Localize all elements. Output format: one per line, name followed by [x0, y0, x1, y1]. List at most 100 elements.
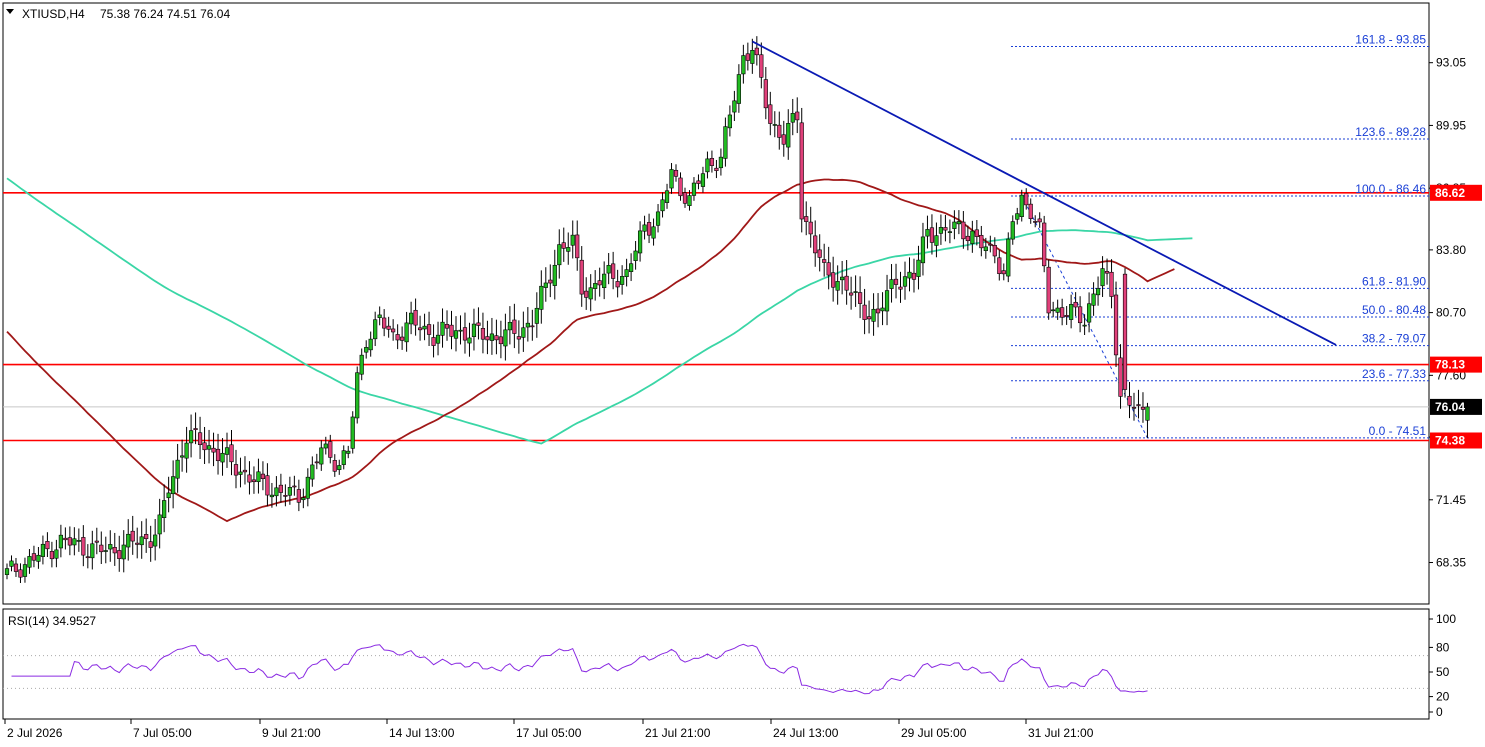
candle-body — [620, 276, 625, 285]
candle-body — [637, 230, 643, 254]
candle-body — [180, 455, 185, 458]
candle-body — [893, 278, 899, 285]
candle-body — [112, 547, 117, 554]
candle-body — [72, 538, 77, 546]
candle-body — [799, 122, 804, 220]
candle-body — [916, 259, 921, 277]
candle-body — [1042, 222, 1047, 267]
candle-body — [153, 534, 158, 547]
fib-label-0.0: 0.0 - 74.51 — [1369, 424, 1427, 438]
candle-body — [1006, 238, 1011, 277]
candle-body — [1046, 266, 1051, 314]
candle-body — [660, 199, 665, 212]
candle-body — [1131, 407, 1137, 409]
candle-body — [1109, 271, 1114, 297]
candle-body — [696, 180, 701, 184]
price-tick-label: 89.95 — [1436, 118, 1466, 132]
candle-body — [1064, 315, 1069, 317]
candle-body — [1100, 268, 1105, 287]
candle-body — [462, 327, 468, 341]
downtrend-line — [751, 40, 1337, 346]
candle-body — [319, 447, 324, 465]
candle-body — [907, 271, 912, 279]
candle-body — [135, 542, 140, 545]
price-tick-label: 71.45 — [1436, 493, 1466, 507]
candle-body — [1122, 273, 1128, 390]
candle-body — [13, 563, 19, 572]
candle-body — [705, 158, 710, 173]
candles — [4, 36, 1150, 583]
candle-body — [718, 156, 724, 169]
candle-body — [346, 450, 351, 454]
candle-body — [4, 568, 10, 575]
candle-body — [714, 167, 719, 171]
candle-body — [99, 544, 104, 553]
fib-label-100.0: 100.0 - 86.46 — [1355, 182, 1426, 196]
candle-body — [1028, 203, 1033, 220]
price-tick-label: 68.35 — [1436, 556, 1466, 570]
candle-body — [741, 55, 746, 75]
candle-body — [943, 227, 948, 231]
horizontal-levels — [3, 192, 1429, 442]
candle-body — [292, 485, 297, 488]
candle-body — [471, 323, 477, 337]
candle-body — [76, 540, 81, 542]
candle-body — [130, 530, 135, 542]
candle-body — [417, 327, 423, 331]
candle-body — [947, 231, 952, 233]
candle-body — [669, 169, 674, 189]
fibonacci-levels: 161.8 - 93.85 123.6 - 89.28 100.0 - 86.46 6… — [1011, 33, 1429, 439]
candle-body — [386, 325, 391, 330]
candle-body — [1015, 213, 1020, 220]
candle-body — [992, 245, 997, 257]
candle-body — [364, 347, 369, 353]
candle-body — [745, 53, 750, 61]
candle-body — [691, 182, 697, 196]
candle-body — [408, 312, 414, 325]
candle-body — [323, 443, 328, 449]
time-tick-label: 21 Jul 21:00 — [645, 726, 711, 740]
candle-body — [278, 484, 283, 493]
candle-body — [584, 290, 589, 298]
price-tick-label: 80.70 — [1436, 306, 1466, 320]
candle-body — [242, 469, 248, 473]
fib-label-38.2: 38.2 - 79.07 — [1362, 332, 1426, 346]
candle-body — [687, 195, 692, 206]
candle-body — [768, 104, 773, 124]
candle-body — [453, 330, 459, 339]
candle-body — [404, 322, 409, 343]
time-axis: 2 Jul 2026 7 Jul 05:00 9 Jul 21:00 14 Jul 1… — [4, 719, 1094, 740]
candle-body — [911, 272, 917, 280]
candle-body — [359, 354, 364, 375]
candle-body — [1086, 303, 1092, 323]
candle-body — [121, 544, 126, 560]
candle-body — [781, 134, 786, 145]
candle-body — [238, 471, 243, 475]
dropdown-triangle-icon[interactable] — [6, 9, 14, 14]
fib-label-61.8: 61.8 - 81.90 — [1362, 274, 1426, 288]
candle-body — [826, 262, 831, 276]
candle-body — [1104, 271, 1110, 274]
candle-body — [215, 448, 221, 462]
rsi-tick-label: 80 — [1436, 640, 1450, 654]
candle-body — [63, 537, 68, 541]
candle-body — [251, 479, 257, 483]
candle-body — [1069, 304, 1074, 320]
fib-label-23.6: 23.6 - 77.33 — [1362, 367, 1426, 381]
candle-body — [606, 265, 611, 274]
candle-body — [328, 441, 333, 458]
candle-body — [557, 244, 562, 266]
level-tag-label: 86.62 — [1435, 186, 1465, 200]
candle-body — [593, 283, 598, 289]
candle-body — [664, 190, 670, 203]
candle-body — [579, 259, 584, 295]
candle-body — [498, 336, 504, 345]
candle-body — [866, 316, 872, 320]
time-tick-label: 17 Jul 05:00 — [516, 726, 582, 740]
candle-body — [287, 487, 292, 496]
candle-body — [36, 554, 41, 562]
candle-body — [108, 544, 113, 550]
candle-body — [835, 281, 840, 291]
candle-body — [54, 549, 59, 559]
